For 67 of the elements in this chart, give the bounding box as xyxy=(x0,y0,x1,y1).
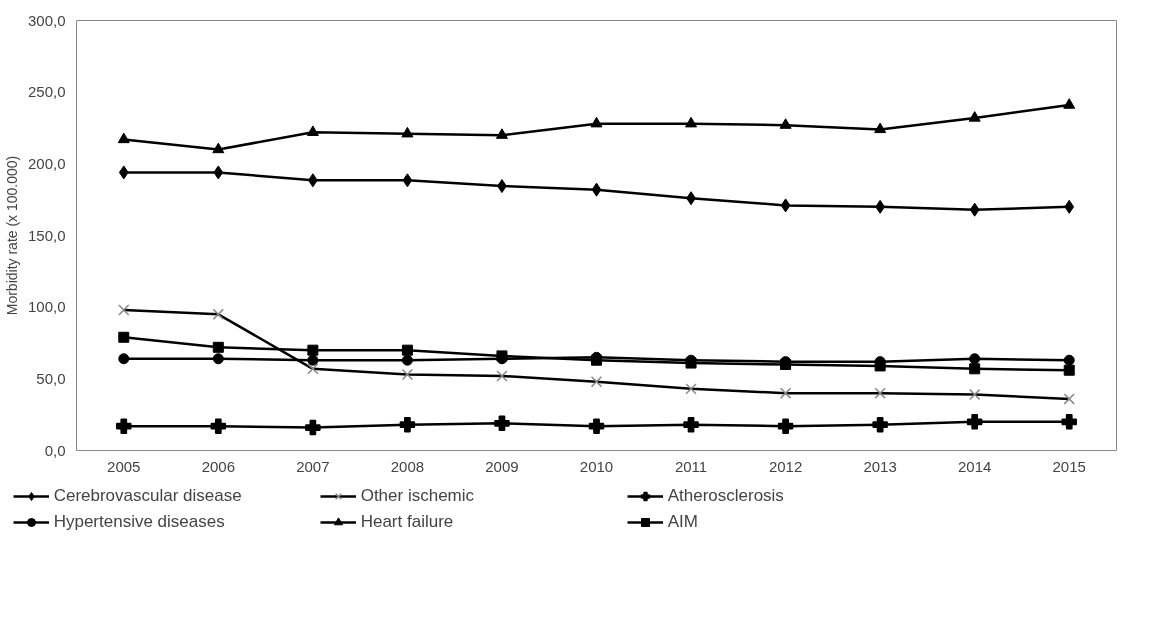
point xyxy=(1063,354,1075,366)
point xyxy=(1061,414,1077,430)
y-axis-title: Morbidity rate (x 100.000) xyxy=(3,155,20,316)
point xyxy=(210,418,227,434)
point xyxy=(307,354,319,366)
point xyxy=(494,415,510,432)
point xyxy=(969,363,981,375)
point xyxy=(495,128,508,139)
x-tick-label: 2012 xyxy=(768,457,803,475)
point xyxy=(401,126,414,138)
point xyxy=(590,116,603,128)
y-tick-label: 250,0 xyxy=(27,83,66,101)
x-tick-label: 2008 xyxy=(390,457,425,475)
point xyxy=(1064,199,1075,214)
point xyxy=(874,360,886,372)
point xyxy=(969,202,980,217)
point xyxy=(401,354,413,366)
point xyxy=(591,182,602,197)
y-tick-label: 100,0 xyxy=(27,298,66,316)
point xyxy=(780,198,791,213)
x-tick-label: 2005 xyxy=(107,457,141,475)
point xyxy=(968,111,981,122)
x-tick-label: 2014 xyxy=(958,457,992,475)
legend-label: Other ischemic xyxy=(360,486,476,506)
point xyxy=(874,122,887,134)
legend-label: Hypertensive diseases xyxy=(53,512,226,532)
x-tick-label: 2009 xyxy=(485,457,519,475)
point xyxy=(685,116,698,128)
x-tick-label: 2010 xyxy=(579,457,614,475)
y-tick-label: 200,0 xyxy=(27,154,66,172)
point xyxy=(212,341,224,353)
point xyxy=(1063,364,1075,376)
point xyxy=(213,165,224,180)
x-tick-label: 2007 xyxy=(296,457,330,475)
point xyxy=(305,419,321,436)
x-tick-label: 2015 xyxy=(1052,457,1086,475)
point xyxy=(872,416,888,433)
point xyxy=(118,331,130,343)
point xyxy=(777,418,794,434)
point xyxy=(399,416,416,433)
y-tick-label: 300,0 xyxy=(27,11,66,29)
point xyxy=(683,416,699,433)
point xyxy=(588,418,605,434)
point xyxy=(118,165,129,180)
legend-label: Heart failure xyxy=(360,512,455,532)
y-tick-label: 50,0 xyxy=(36,369,66,387)
point xyxy=(118,353,130,365)
legend-label: AIM xyxy=(667,512,699,532)
y-tick-label: 150,0 xyxy=(27,226,66,244)
point xyxy=(401,344,413,356)
x-tick-label: 2013 xyxy=(863,457,897,475)
x-tick-label: 2011 xyxy=(674,457,708,475)
point xyxy=(969,353,981,365)
point xyxy=(779,118,792,129)
legend-label: Atherosclerosis xyxy=(667,486,785,506)
point xyxy=(402,173,413,188)
point xyxy=(1063,98,1076,109)
point xyxy=(212,353,224,365)
y-tick-label: 0,0 xyxy=(44,441,66,459)
point xyxy=(212,142,225,154)
point xyxy=(966,414,983,430)
x-tick-label: 2006 xyxy=(201,457,236,475)
point xyxy=(307,344,319,356)
point xyxy=(116,418,132,434)
point xyxy=(306,125,319,136)
legend-label: Cerebrovascular disease xyxy=(53,486,243,506)
point xyxy=(117,132,130,144)
